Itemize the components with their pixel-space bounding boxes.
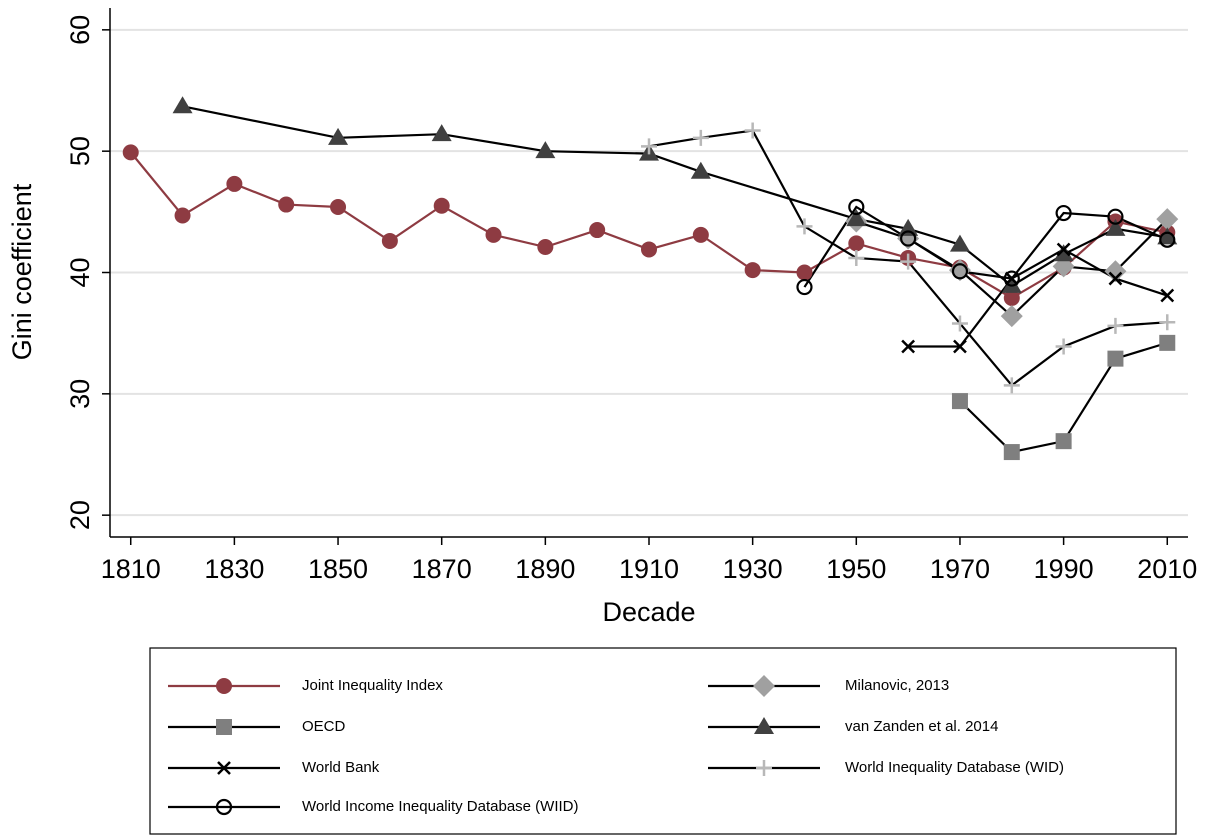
- data-point: [1003, 289, 1020, 306]
- data-point: [1107, 350, 1124, 367]
- data-point: [431, 124, 452, 142]
- x-tick-label: 1830: [204, 554, 264, 584]
- data-point: [1160, 288, 1175, 303]
- data-point: [641, 138, 657, 155]
- x-tick-label: 1970: [930, 554, 990, 584]
- legend-label: World Inequality Database (WID): [845, 759, 1064, 776]
- data-point: [278, 196, 295, 213]
- data-point: [692, 226, 709, 243]
- legend-marker: [754, 717, 774, 734]
- legend-label: Joint Inequality Index: [302, 677, 443, 694]
- x-tick-label: 1870: [412, 554, 472, 584]
- legend-label: Milanovic, 2013: [845, 677, 949, 694]
- data-point: [1052, 255, 1075, 278]
- legend-label: van Zanden et al. 2014: [845, 718, 998, 735]
- x-tick-label: 2010: [1137, 554, 1197, 584]
- data-point: [692, 129, 709, 146]
- data-point: [796, 264, 813, 281]
- y-tick-label: 50: [65, 136, 95, 166]
- data-point: [796, 218, 813, 235]
- data-point: [328, 127, 349, 145]
- data-point: [744, 262, 761, 279]
- data-point: [1159, 334, 1176, 351]
- x-tick-label: 1810: [101, 554, 161, 584]
- legend-marker: [753, 675, 775, 697]
- data-point: [641, 241, 657, 258]
- y-tick-label: 40: [65, 257, 95, 287]
- data-point: [951, 263, 969, 280]
- data-point: [900, 253, 917, 270]
- legend-box: [149, 647, 1177, 835]
- x-tick-label: 1990: [1034, 554, 1094, 584]
- x-tick-label: 1910: [619, 554, 679, 584]
- data-point: [1156, 208, 1179, 231]
- data-point: [1159, 231, 1176, 248]
- x-tick-label: 1890: [515, 554, 575, 584]
- data-point: [589, 222, 606, 239]
- data-point: [848, 198, 865, 216]
- data-point: [122, 144, 139, 161]
- data-point: [901, 339, 916, 354]
- data-point: [1056, 242, 1071, 257]
- data-point: [1053, 244, 1074, 262]
- data-point: [172, 96, 193, 114]
- x-axis-label: Decade: [602, 597, 695, 627]
- x-tick-label: 1950: [826, 554, 886, 584]
- data-point: [953, 339, 967, 354]
- data-point: [1055, 204, 1072, 222]
- legend-marker: [756, 760, 772, 776]
- data-point: [1107, 208, 1124, 225]
- data-point: [330, 198, 347, 215]
- data-point: [1055, 433, 1072, 450]
- legend-label: OECD: [302, 718, 346, 735]
- data-point: [1159, 314, 1176, 331]
- data-point: [900, 230, 917, 247]
- data-point: [537, 239, 554, 256]
- data-point: [381, 232, 398, 249]
- legend-marker: [215, 798, 233, 816]
- data-point: [951, 315, 968, 332]
- legend-marker: [217, 761, 231, 775]
- series-line: [803, 205, 1168, 288]
- data-point: [846, 209, 867, 227]
- data-point: [1000, 305, 1023, 328]
- data-point: [848, 235, 865, 252]
- y-tick-label: 60: [65, 15, 95, 45]
- data-point: [174, 207, 191, 224]
- y-tick-label: 30: [65, 379, 95, 409]
- data-point: [1107, 317, 1124, 334]
- y-tick-label: 20: [65, 500, 95, 530]
- data-point: [535, 141, 556, 159]
- x-tick-label: 1930: [723, 554, 783, 584]
- data-point: [1105, 218, 1126, 236]
- data-point: [1108, 271, 1123, 286]
- legend-label: World Income Inequality Database (WIID): [302, 798, 579, 815]
- data-point: [1157, 227, 1178, 245]
- y-axis-label: Gini coefficient: [7, 183, 37, 360]
- data-point: [433, 197, 450, 214]
- legend-marker: [216, 678, 232, 694]
- data-point: [744, 122, 761, 139]
- data-point: [1003, 377, 1020, 394]
- x-tick-label: 1850: [308, 554, 368, 584]
- data-point: [898, 218, 919, 236]
- data-point: [1004, 271, 1019, 286]
- data-point: [796, 278, 813, 296]
- data-point: [1055, 338, 1072, 355]
- data-point: [1003, 444, 1020, 461]
- data-point: [1003, 270, 1020, 287]
- data-point: [690, 161, 711, 179]
- data-point: [848, 249, 865, 266]
- legend-label: World Bank: [302, 759, 380, 776]
- data-point: [226, 175, 243, 192]
- data-point: [1001, 275, 1022, 293]
- data-point: [485, 226, 502, 243]
- data-point: [949, 234, 970, 252]
- data-point: [951, 393, 968, 410]
- series-line: [908, 248, 1168, 348]
- legend-marker: [216, 719, 232, 735]
- data-point: [1104, 260, 1127, 283]
